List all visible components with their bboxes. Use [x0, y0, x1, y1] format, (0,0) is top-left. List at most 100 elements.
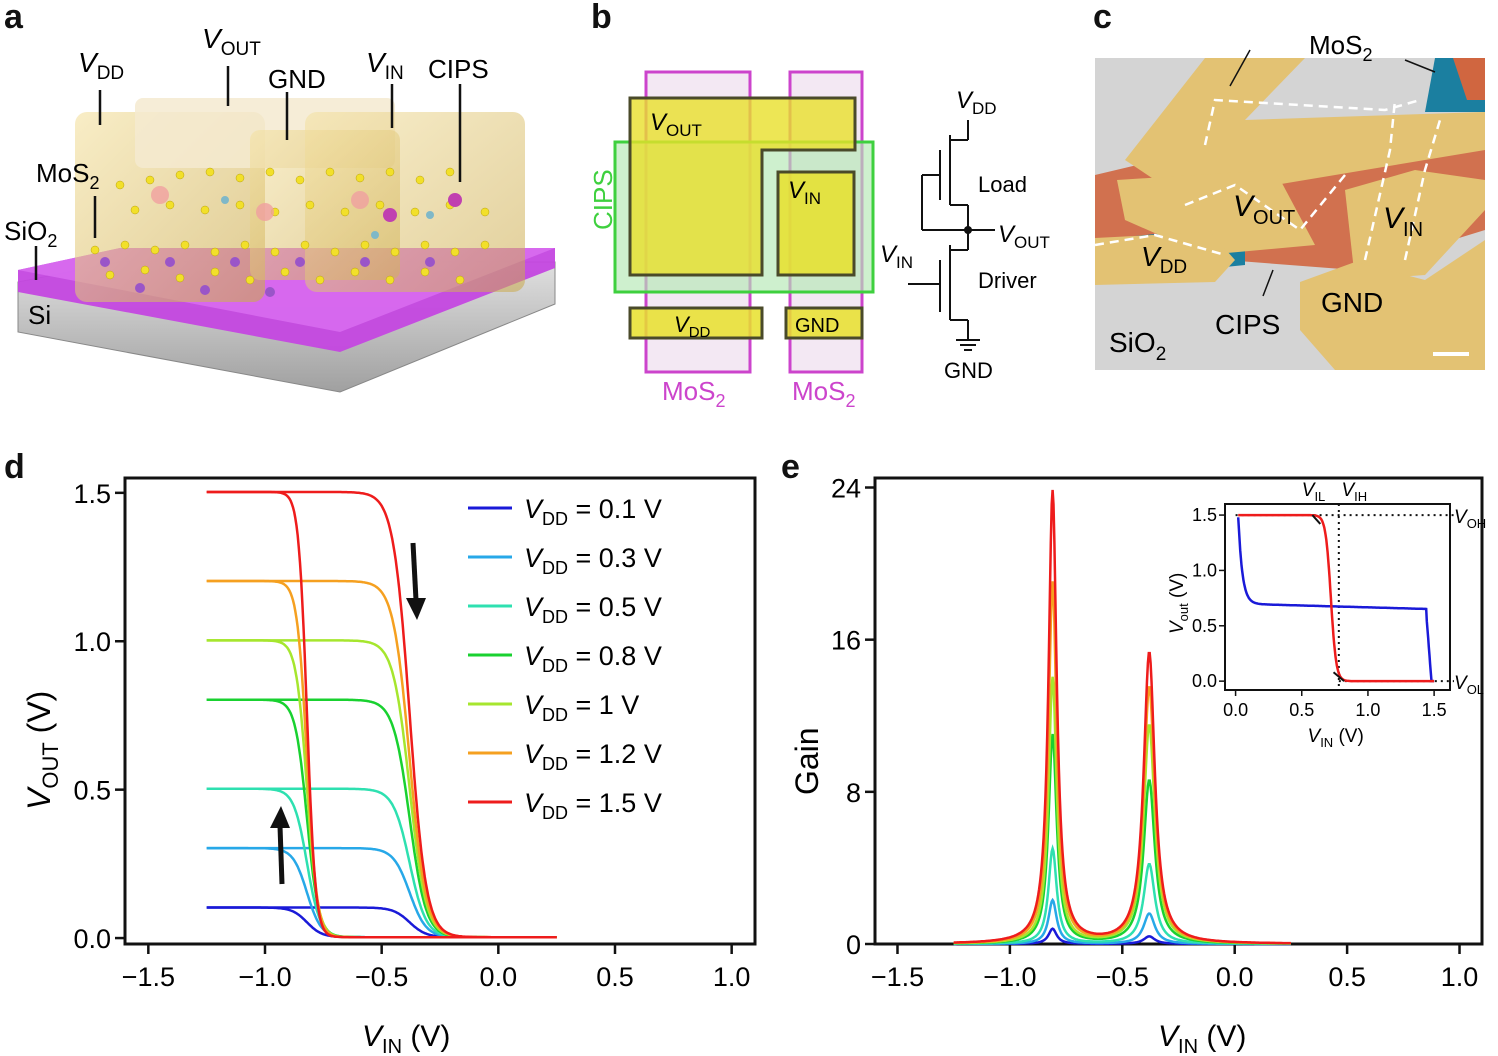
e-xtick-label: 1.0 [1441, 962, 1479, 992]
d-ytick-label: 1.5 [73, 479, 111, 509]
d-legend-label: VDD = 1 V [524, 690, 639, 725]
d-series-reverse [206, 490, 557, 939]
vin-pad [776, 170, 856, 277]
d-legend-label: VDD = 0.1 V [524, 494, 662, 529]
inset-tangent-high [1311, 514, 1322, 525]
label-a-vdd: VDD [78, 47, 124, 84]
e-series-gain [953, 733, 1291, 945]
d-ytick-label: 0.0 [73, 924, 111, 954]
label-c-gnd: GND [1321, 287, 1383, 318]
inset-ytick-label: 0.0 [1192, 671, 1217, 691]
inset-label-voh: VOH [1454, 507, 1486, 531]
label-b-circuit-vdd: VDD [956, 87, 997, 118]
label-a-si: Si [28, 300, 51, 330]
e-xlabel: VIN (V) [1158, 1020, 1246, 1056]
inverter-circuit [908, 120, 995, 351]
label-a-vout: VOUT [202, 23, 261, 60]
inset-ytick-label: 1.0 [1192, 560, 1217, 580]
sem-gnd-electrode [1300, 240, 1485, 370]
d-series-reverse [206, 787, 557, 939]
inset-xtick-label: 1.0 [1355, 700, 1380, 720]
label-b-circuit-gnd: GND [944, 358, 993, 383]
label-c-cips: CIPS [1215, 309, 1280, 340]
d-ytick-label: 0.5 [73, 776, 111, 806]
label-b-gnd: GND [795, 315, 839, 337]
d-xtick-label: −1.0 [238, 962, 291, 992]
label-c-vin: VIN [1383, 202, 1423, 241]
label-b-vdd: VDD [674, 312, 711, 341]
label-a-vin: VIN [366, 47, 404, 84]
inset-ylabel: Vout (V) [1167, 573, 1191, 634]
chart-d-transfer-curves: −1.5 −1.0 −0.5 0.0 0.5 1.0 0.0 0.5 1.0 1.5 VDD = … [21, 476, 757, 1056]
d-series-reverse [206, 906, 557, 939]
sem-vdd-electrode [1095, 232, 1235, 285]
e-xtick-label: 0.0 [1216, 962, 1254, 992]
panel-letter-b: b [591, 0, 612, 36]
d-series-reverse [206, 698, 557, 939]
d-xlabel: VIN (V) [362, 1020, 450, 1056]
arrow-down [406, 542, 426, 620]
label-b-cips: CIPS [590, 169, 618, 230]
e-ytick-label: 8 [846, 778, 861, 808]
d-series-forward [206, 787, 557, 939]
arrow-up [270, 806, 290, 885]
vin-electrode [305, 112, 525, 292]
e-xtick-label: −0.5 [1096, 962, 1149, 992]
inset-xtick-label: 0.5 [1289, 700, 1314, 720]
d-xtick-label: 0.5 [596, 962, 634, 992]
d-series-reverse [206, 579, 557, 939]
d-ylabel: VOUT (V) [21, 691, 63, 810]
label-b-load: Load [978, 172, 1027, 197]
label-b-circuit-vout: VOUT [998, 221, 1050, 252]
label-a-cips: CIPS [428, 54, 489, 84]
label-b-driver: Driver [978, 268, 1037, 293]
e-ytick-label: 0 [846, 930, 861, 960]
inset-blue-curve [1236, 517, 1435, 683]
inset-xtick-label: 1.5 [1422, 700, 1447, 720]
d-legend-label: VDD = 1.2 V [524, 739, 662, 774]
e-xtick-label: 0.5 [1328, 962, 1366, 992]
d-plot-frame [123, 476, 757, 946]
d-xtick-label: 1.0 [713, 962, 751, 992]
d-legend-label: VDD = 0.3 V [524, 543, 662, 578]
vout-pad [628, 96, 857, 277]
vdd-pad [628, 306, 764, 340]
panel-letter-a: a [4, 0, 23, 36]
chart-e-gain: −1.5 −1.0 −0.5 0.0 0.5 1.0 0 8 16 24 Gain VIN (V)… [789, 474, 1486, 1056]
e-series-gain [953, 489, 1291, 945]
label-b-mos2-left: MoS2 [662, 376, 725, 410]
d-xtick-label: −1.5 [122, 962, 175, 992]
inset-ytick-label: 1.5 [1192, 505, 1217, 525]
label-b-mos2-right: MoS2 [792, 376, 855, 410]
panel-letter-d: d [4, 448, 25, 486]
e-inset-chart: 0.0 0.0 0.5 0.5 1.0 1.0 1.5 1.5 VIL VIH VOH VOL Vout… [1167, 480, 1486, 750]
inset-frame [1224, 503, 1451, 691]
d-series-forward [206, 579, 557, 939]
inset-xlabel: VIN (V) [1308, 726, 1364, 750]
d-legend-label: VDD = 0.5 V [524, 592, 662, 627]
e-ytick-label: 16 [831, 626, 861, 656]
inset-label-vih: VIH [1341, 480, 1367, 504]
e-ytick-label: 24 [831, 474, 861, 504]
e-xtick-label: −1.0 [983, 962, 1036, 992]
crystal-lattice [90, 167, 490, 297]
d-series-forward [206, 698, 557, 939]
panel-letter-e: e [781, 448, 800, 486]
panel-c-sem-image: MoS2 VOUT VIN VDD GND CIPS SiO2 [1095, 30, 1485, 370]
d-legend-label: VDD = 1.5 V [524, 788, 662, 823]
inset-tangent-low [1332, 671, 1345, 682]
inset-xtick-label: 0.0 [1223, 700, 1248, 720]
scale-bar [1433, 352, 1469, 356]
panel-letter-c: c [1093, 0, 1112, 36]
inset-label-vol: VOL [1454, 673, 1484, 697]
e-xtick-label: −1.5 [871, 962, 924, 992]
label-c-mos2: MoS2 [1309, 30, 1372, 65]
label-b-circuit-vin: VIN [880, 241, 913, 272]
panel-a-device-schematic: VDD VOUT GND VIN CIPS MoS2 SiO2 Si [4, 23, 556, 393]
label-a-gnd: GND [268, 64, 326, 94]
d-series-forward [206, 846, 557, 939]
d-xtick-label: 0.0 [480, 962, 518, 992]
d-ytick-label: 1.0 [73, 627, 111, 657]
d-series-reverse [206, 846, 557, 939]
inset-red-curve [1238, 513, 1435, 683]
